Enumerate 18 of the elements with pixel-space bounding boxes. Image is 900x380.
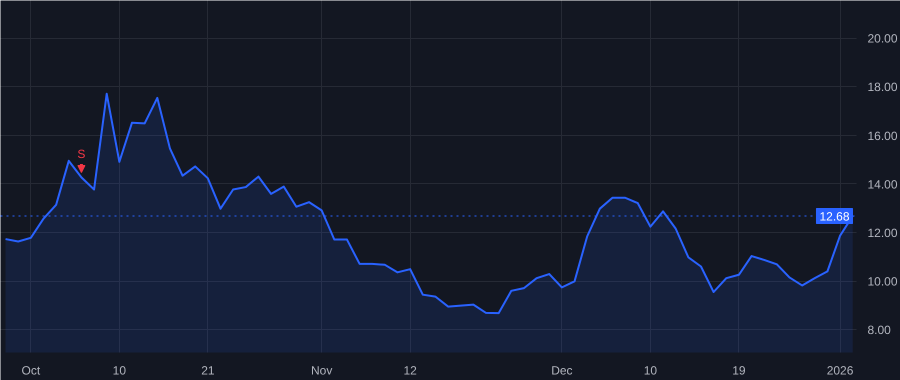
x-tick-label: 10 <box>644 364 658 378</box>
x-tick-label: 2026 <box>826 364 854 378</box>
ref-line-label: 12.68 <box>819 209 850 224</box>
y-tick-label: 8.00 <box>868 323 892 338</box>
x-tick-label: 12 <box>403 364 418 378</box>
annotation: S <box>77 146 86 161</box>
y-tick-label: 16.00 <box>868 128 898 143</box>
x-tick-label: 19 <box>732 364 746 378</box>
y-tick-label: 14.00 <box>868 177 898 192</box>
x-tick-label: 21 <box>201 364 215 378</box>
y-tick-label: 20.00 <box>868 32 898 46</box>
x-tick-label: Dec <box>551 364 573 378</box>
x-tick-label: Nov <box>310 364 332 378</box>
y-tick-label: 12.00 <box>868 226 898 240</box>
y-tick-label: 10.00 <box>868 274 898 289</box>
x-tick-label: Oct <box>22 364 41 378</box>
x-tick-label: 10 <box>112 364 126 378</box>
y-tick-label: 18.00 <box>868 80 898 94</box>
